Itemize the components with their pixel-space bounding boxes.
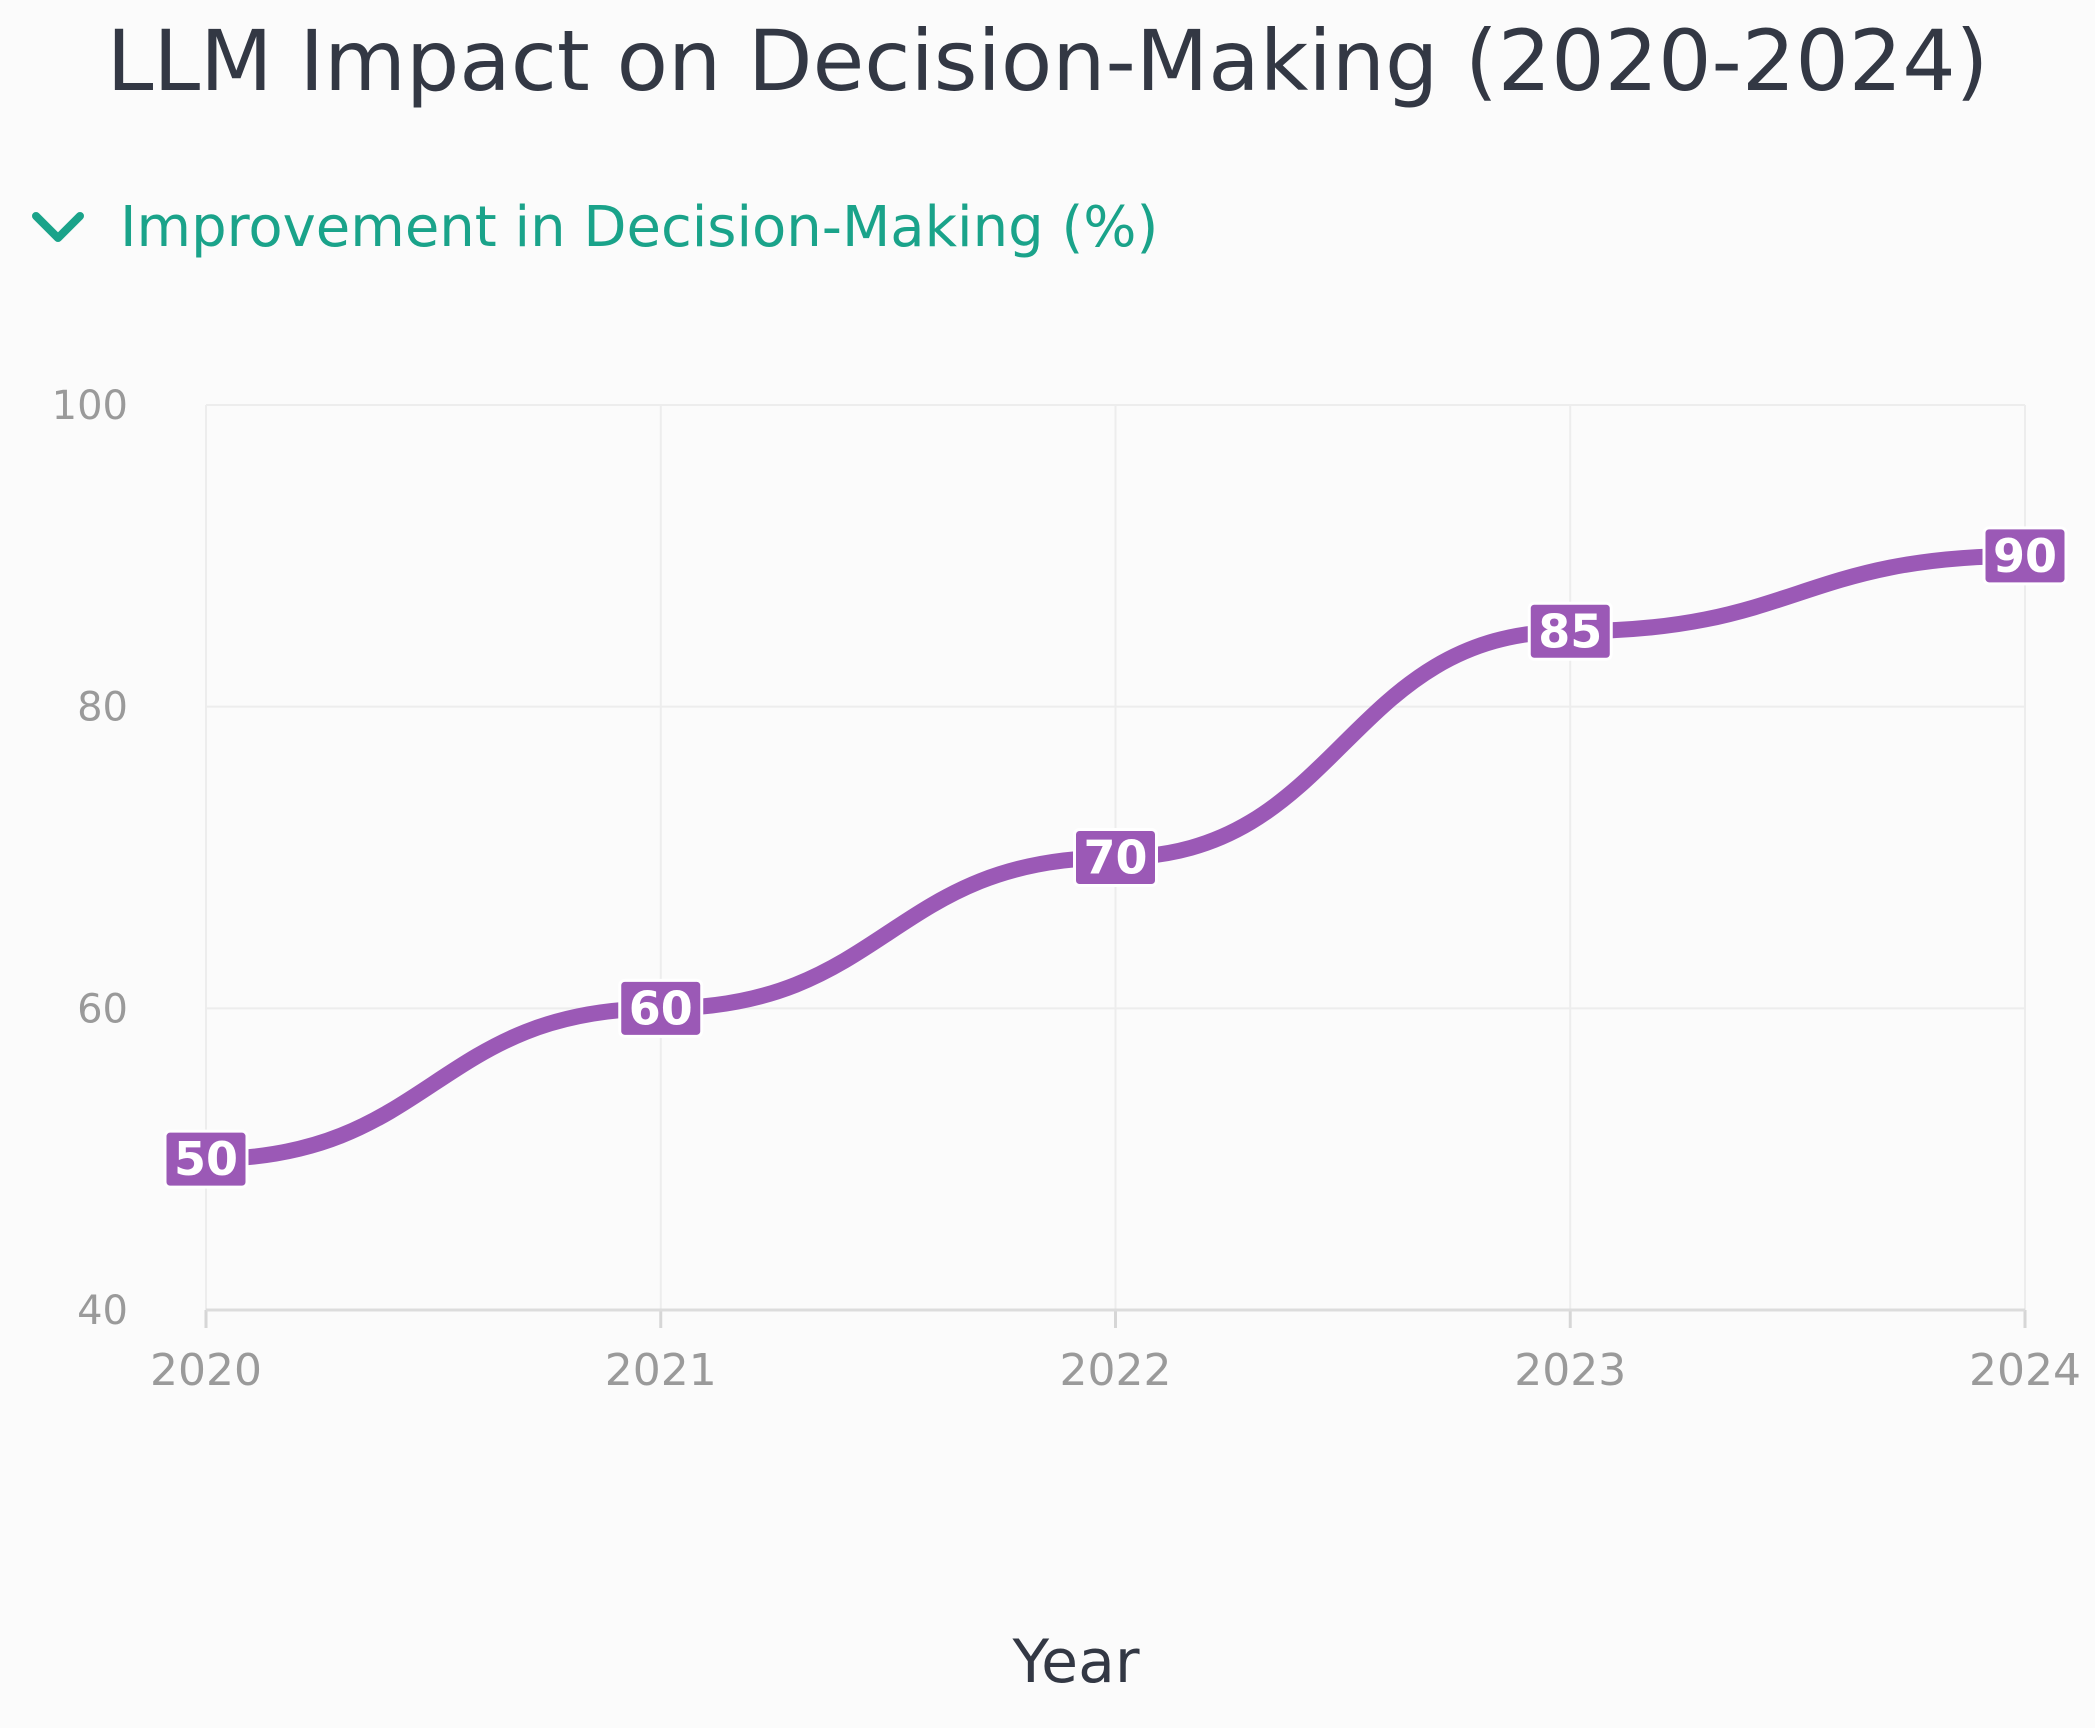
x-tick-label: 2022	[1060, 1345, 1172, 1396]
chart-title: LLM Impact on Decision-Making (2020-2024…	[106, 12, 1989, 110]
y-tick-label: 60	[77, 986, 128, 1032]
data-point-marker[interactable]	[618, 978, 704, 1038]
y-tick-label: 100	[52, 383, 128, 429]
legend-label: Improvement in Decision-Making (%)	[120, 195, 1159, 260]
legend-item[interactable]: Improvement in Decision-Making (%)	[30, 195, 1158, 260]
x-tick-label: 2020	[150, 1345, 262, 1396]
data-point-marker[interactable]	[1982, 526, 2068, 586]
data-point-label: 85	[1538, 604, 1602, 658]
x-tick-label: 2023	[1514, 1345, 1626, 1396]
data-point-label: 50	[174, 1132, 238, 1186]
data-point-marker[interactable]	[1527, 601, 1613, 661]
x-tick-label: 2024	[1969, 1345, 2081, 1396]
axis-layer: 40 60 80 100 2020 2021 2022 2023 2024	[52, 383, 2081, 1396]
x-axis-title: Year	[1011, 1627, 1139, 1697]
label-layer: 50 60 70 85 90	[163, 526, 2068, 1189]
y-tick-label: 40	[77, 1288, 128, 1334]
data-point-label: 60	[629, 981, 693, 1035]
data-point-marker[interactable]	[1073, 828, 1158, 887]
x-tick-label: 2021	[605, 1345, 717, 1396]
data-point-label: 90	[1993, 529, 2057, 583]
y-tick-label: 80	[77, 685, 128, 731]
data-point-marker[interactable]	[163, 1129, 249, 1189]
data-point-label: 70	[1083, 831, 1147, 885]
chevron-down-icon[interactable]	[30, 208, 86, 248]
